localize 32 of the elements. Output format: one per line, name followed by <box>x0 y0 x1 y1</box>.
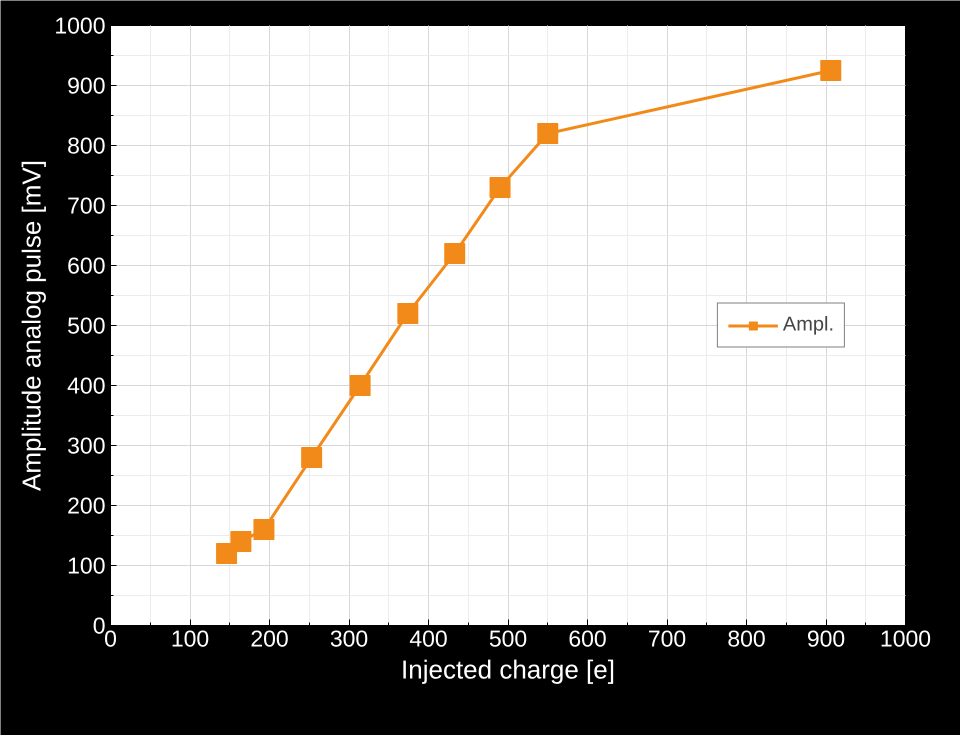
x-tick-label: 900 <box>806 626 846 652</box>
point <box>350 375 371 396</box>
point <box>253 519 274 540</box>
y-tick-label: 800 <box>67 132 106 158</box>
legend-label: Ampl. <box>782 314 834 336</box>
point <box>444 243 466 264</box>
x-tick-label: 700 <box>648 626 686 652</box>
x-tick-label: 300 <box>330 626 368 652</box>
y-tick-label: 1000 <box>54 12 106 38</box>
point <box>397 303 418 324</box>
y-tick-label: 100 <box>67 552 106 578</box>
y-tick-label: 500 <box>67 312 106 338</box>
x-tick-label: 1000 <box>880 626 932 652</box>
x-tick-label: 200 <box>250 626 289 652</box>
point <box>230 531 252 552</box>
y-tick-label: 900 <box>67 72 106 98</box>
point <box>301 447 322 468</box>
point <box>490 177 511 198</box>
x-tick-label: 600 <box>568 626 607 652</box>
point <box>537 123 558 144</box>
x-tick-label: 400 <box>409 626 448 652</box>
x-axis-title: Injected charge [e] <box>401 654 615 684</box>
y-tick-label: 400 <box>67 372 106 398</box>
x-tick-label: 500 <box>488 626 528 652</box>
y-tick-label: 300 <box>67 432 106 458</box>
y-axis-title: Amplitude analog pulse [mV] <box>16 160 46 491</box>
y-tick-label: 200 <box>67 492 106 518</box>
x-tick-label: 100 <box>170 626 210 652</box>
y-tick-label: 600 <box>67 252 106 278</box>
y-tick-label: 700 <box>67 192 106 218</box>
x-tick-label: 800 <box>727 626 766 652</box>
point <box>820 60 842 81</box>
